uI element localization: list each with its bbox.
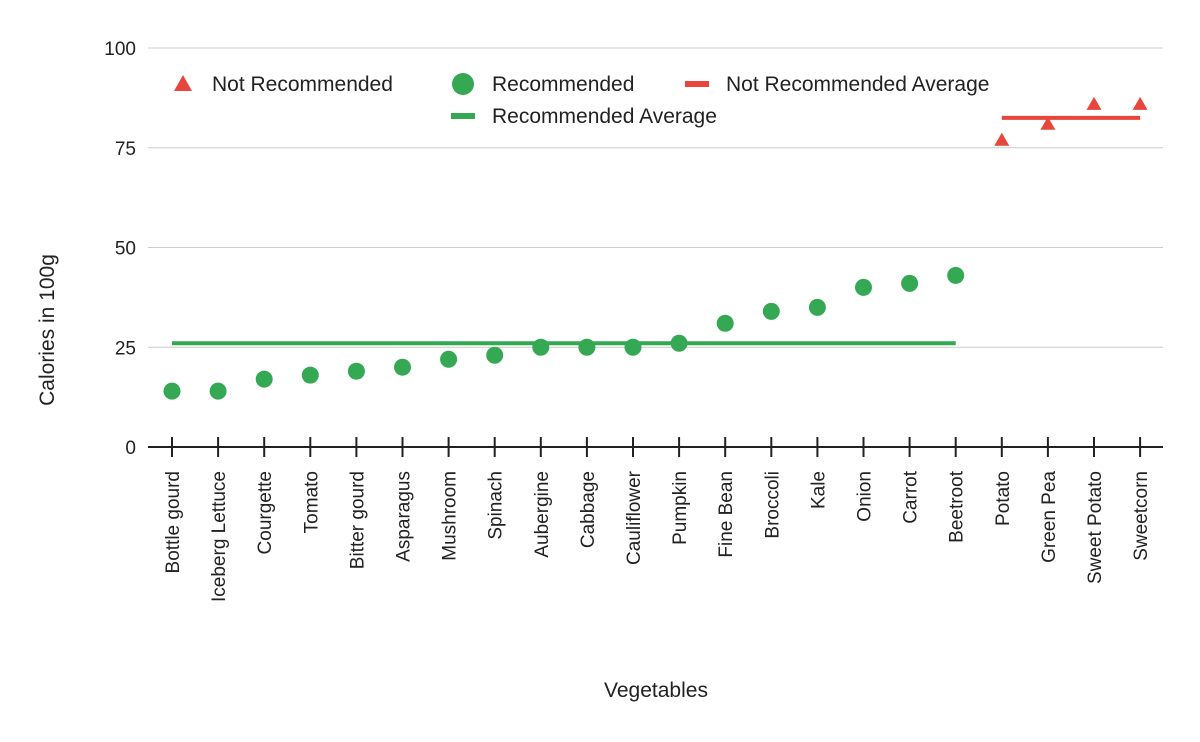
point-carrot bbox=[901, 274, 919, 292]
point-sweet-potato bbox=[1086, 96, 1102, 110]
y-tick-label-100: 100 bbox=[104, 39, 136, 60]
point-cauliflower bbox=[624, 338, 642, 356]
legend-label-not-recommended: Not Recommended bbox=[212, 73, 393, 96]
y-tick-label-50: 50 bbox=[115, 239, 136, 260]
x-tick-label-cabbage: Cabbage bbox=[578, 471, 599, 548]
point-green-pea bbox=[1040, 116, 1056, 130]
x-axis-title: Vegetables bbox=[604, 679, 708, 702]
x-tick-label-aubergine: Aubergine bbox=[532, 471, 553, 558]
legend-label-recommended-average: Recommended Average bbox=[492, 105, 717, 128]
x-axis: Bottle gourd Iceberg Lettuce Courgette Toma… bbox=[148, 437, 1163, 602]
legend-marker-not-recommended-average bbox=[685, 81, 709, 87]
x-tick-label-bitter-gourd: Bitter gourd bbox=[347, 471, 368, 569]
point-onion bbox=[855, 278, 872, 296]
x-tick-label-courgette: Courgette bbox=[255, 471, 276, 554]
point-bottle-gourd bbox=[163, 382, 181, 400]
legend-marker-recommended bbox=[452, 73, 474, 95]
x-tick-label-sweetcorn: Sweetcorn bbox=[1131, 471, 1152, 561]
x-tick-label-sweet-potato: Sweet Potato bbox=[1085, 471, 1106, 584]
point-sweetcorn bbox=[1132, 96, 1148, 110]
data-points bbox=[163, 96, 1148, 400]
average-lines bbox=[172, 115, 1141, 346]
point-beetroot bbox=[947, 266, 965, 284]
gridlines bbox=[148, 47, 1163, 348]
legend-label-recommended: Recommended bbox=[492, 73, 634, 96]
x-tick-label-broccoli: Broccoli bbox=[762, 471, 783, 539]
x-tick-label-onion: Onion bbox=[855, 471, 876, 522]
x-tick-label-pumpkin: Pumpkin bbox=[670, 471, 691, 545]
x-tick-label-carrot: Carrot bbox=[901, 470, 922, 524]
x-tick-label-beetroot: Beetroot bbox=[947, 470, 968, 543]
x-tick-label-potato: Potato bbox=[993, 471, 1014, 526]
point-broccoli bbox=[762, 302, 780, 320]
legend-marker-recommended-average bbox=[451, 113, 475, 119]
x-tick-label-spinach: Spinach bbox=[486, 471, 507, 540]
x-tick-label-green-pea: Green Pea bbox=[1039, 471, 1060, 563]
point-potato bbox=[994, 132, 1010, 146]
legend-label-not-recommended-average: Not Recommended Average bbox=[726, 73, 989, 96]
y-tick-label-25: 25 bbox=[115, 338, 136, 359]
x-tick-label-tomato: Tomato bbox=[301, 471, 322, 533]
y-axis-tick-labels: 0 25 50 75 100 bbox=[104, 39, 136, 459]
point-aubergine bbox=[532, 338, 550, 356]
y-axis-title: Calories in 100g bbox=[36, 254, 59, 406]
point-spinach bbox=[486, 346, 504, 364]
x-tick-label-cauliflower: Cauliflower bbox=[624, 470, 645, 565]
point-iceberg-lettuce bbox=[209, 382, 227, 400]
point-kale bbox=[808, 298, 826, 316]
legend: Not Recommended Recommended Not Recommende… bbox=[174, 73, 989, 128]
x-tick-label-fine-bean: Fine Bean bbox=[716, 471, 737, 558]
point-courgette bbox=[255, 370, 273, 388]
point-pumpkin bbox=[670, 334, 688, 352]
point-bitter-gourd bbox=[347, 362, 365, 380]
point-fine-bean bbox=[716, 314, 734, 332]
x-tick-label-iceberg-lettuce: Iceberg Lettuce bbox=[209, 471, 230, 602]
legend-marker-not-recommended bbox=[174, 75, 192, 91]
point-mushroom bbox=[440, 350, 458, 368]
point-tomato bbox=[301, 366, 319, 384]
y-tick-label-0: 0 bbox=[125, 438, 136, 459]
x-tick-label-asparagus: Asparagus bbox=[394, 471, 415, 562]
x-tick-label-mushroom: Mushroom bbox=[440, 471, 461, 561]
point-cabbage bbox=[578, 338, 596, 356]
y-tick-label-75: 75 bbox=[115, 139, 136, 160]
x-tick-label-kale: Kale bbox=[808, 471, 829, 509]
point-asparagus bbox=[394, 358, 411, 376]
x-tick-label-bottle-gourd: Bottle gourd bbox=[163, 471, 184, 573]
